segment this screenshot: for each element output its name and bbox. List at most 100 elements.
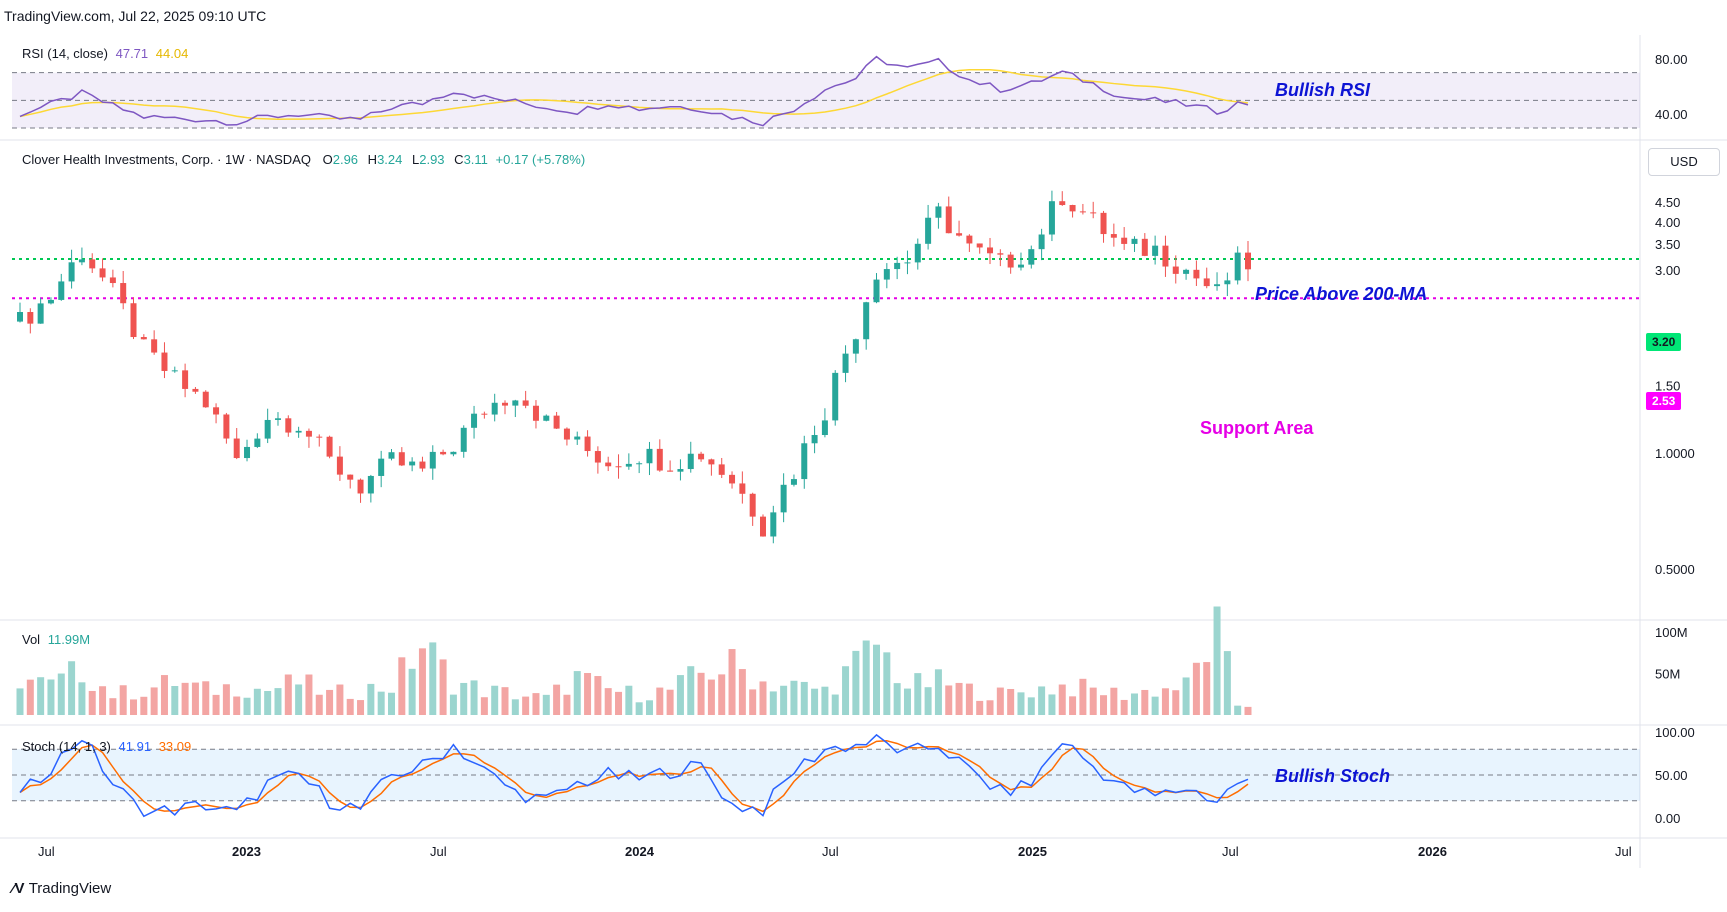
volume-bar <box>1161 688 1169 715</box>
volume-bar <box>1110 687 1118 715</box>
candle-body <box>264 419 271 439</box>
candle-body <box>956 233 963 236</box>
volume-bar <box>831 694 839 715</box>
stoch-k-line <box>19 733 1249 818</box>
volume-bar <box>625 685 633 715</box>
candle-body <box>89 259 96 269</box>
candle-body <box>409 461 416 466</box>
volume-bar <box>243 697 251 715</box>
bullish-stoch-annotation[interactable]: Bullish Stoch <box>1275 766 1391 786</box>
volume-bar <box>357 700 365 715</box>
candle-body <box>109 277 116 284</box>
snapshot-stamp: TradingView.com, Jul 22, 2025 09:10 UTC <box>4 8 267 24</box>
candle-body <box>1028 249 1035 265</box>
volume-bar <box>480 697 488 715</box>
volume-bar <box>367 683 375 715</box>
volume-bar <box>1234 705 1242 715</box>
volume-bar <box>253 688 261 715</box>
candle-body <box>636 463 643 465</box>
candle-body <box>274 418 281 420</box>
price-above-ma-annotation[interactable]: Price Above 200-MA <box>1255 284 1428 304</box>
candle-body <box>192 388 199 392</box>
candle-body <box>1141 238 1148 256</box>
candle-body <box>790 479 797 485</box>
volume-bar <box>666 689 674 715</box>
volume-bar <box>718 674 726 715</box>
candle-body <box>646 448 653 464</box>
rsi-legend[interactable]: RSI (14, close) 47.71 44.04 <box>22 46 188 61</box>
currency-button[interactable]: USD <box>1648 148 1720 176</box>
candle-body <box>1059 201 1066 206</box>
volume-bar <box>615 691 623 715</box>
price-change: +0.17 (+5.78%) <box>495 152 586 167</box>
candle-body <box>27 312 34 324</box>
candle-body <box>615 466 622 468</box>
volume-bar <box>1089 687 1097 715</box>
candle-body <box>388 452 395 459</box>
candle-body <box>976 243 983 248</box>
volume-bar <box>800 681 808 715</box>
volume-bar <box>1017 692 1025 715</box>
candle-body <box>254 438 261 447</box>
volume-bar <box>955 682 963 715</box>
candle-body <box>873 279 880 303</box>
volume-legend[interactable]: Vol 11.99M <box>22 632 90 647</box>
ohlc-close-label: C <box>454 152 464 167</box>
candle-body <box>863 302 870 340</box>
volume-bar <box>222 684 230 715</box>
volume-value: 11.99M <box>47 632 91 647</box>
volume-bar <box>1203 662 1211 715</box>
candle-body <box>543 415 550 421</box>
time-axis-label: Jul <box>1615 844 1632 859</box>
candle-body <box>1214 284 1221 287</box>
volume-bar <box>233 696 241 715</box>
candle-body <box>1131 238 1138 244</box>
candle-body <box>1007 254 1014 268</box>
main-legend[interactable]: Clover Health Investments, Corp. · 1W · … <box>22 152 585 167</box>
volume-bar <box>88 690 96 715</box>
volume-bar <box>346 698 354 715</box>
candle-body <box>821 420 828 436</box>
stoch-legend[interactable]: Stoch (14, 1, 3) 41.91 33.09 <box>22 739 191 754</box>
volume-bar <box>604 688 612 715</box>
volume-bar <box>945 685 953 715</box>
support-area-annotation[interactable]: Support Area <box>1200 418 1314 438</box>
stoch-axis-label: 50.00 <box>1655 768 1688 783</box>
volume-bar <box>976 700 984 715</box>
volume-bar <box>769 691 777 715</box>
volume-bar <box>109 698 117 715</box>
candle-body <box>213 407 220 415</box>
candle-body <box>1203 278 1210 287</box>
volume-bar <box>934 669 942 715</box>
candle-body <box>563 428 570 440</box>
candle-body <box>367 475 374 494</box>
candle-body <box>440 451 447 455</box>
candle-body <box>429 451 436 469</box>
volume-bar <box>542 694 550 715</box>
volume-bar <box>697 672 705 715</box>
volume-bar <box>1058 684 1066 715</box>
volume-bar <box>563 694 571 715</box>
candle-body <box>553 415 560 429</box>
candle-body <box>471 413 478 428</box>
volume-bar <box>883 652 891 715</box>
candle-body <box>1234 252 1241 281</box>
time-axis-label: 2025 <box>1018 844 1047 859</box>
volume-bar <box>687 666 695 715</box>
volume-bar <box>449 694 457 715</box>
volume-bar <box>57 673 65 715</box>
volume-bar <box>470 680 478 715</box>
volume-bar <box>68 661 76 715</box>
candle-body <box>1152 245 1159 256</box>
volume-bar <box>305 674 313 715</box>
candle-body <box>997 253 1004 255</box>
rsi-axis-label: 80.00 <box>1655 52 1688 67</box>
volume-bar <box>1141 689 1149 715</box>
candle-body <box>759 516 766 537</box>
candle-body <box>140 337 147 340</box>
candle-body <box>161 352 168 371</box>
bullish-rsi-annotation[interactable]: Bullish RSI <box>1275 80 1371 100</box>
time-axis-label: 2023 <box>232 844 261 859</box>
candle-body <box>945 206 952 234</box>
